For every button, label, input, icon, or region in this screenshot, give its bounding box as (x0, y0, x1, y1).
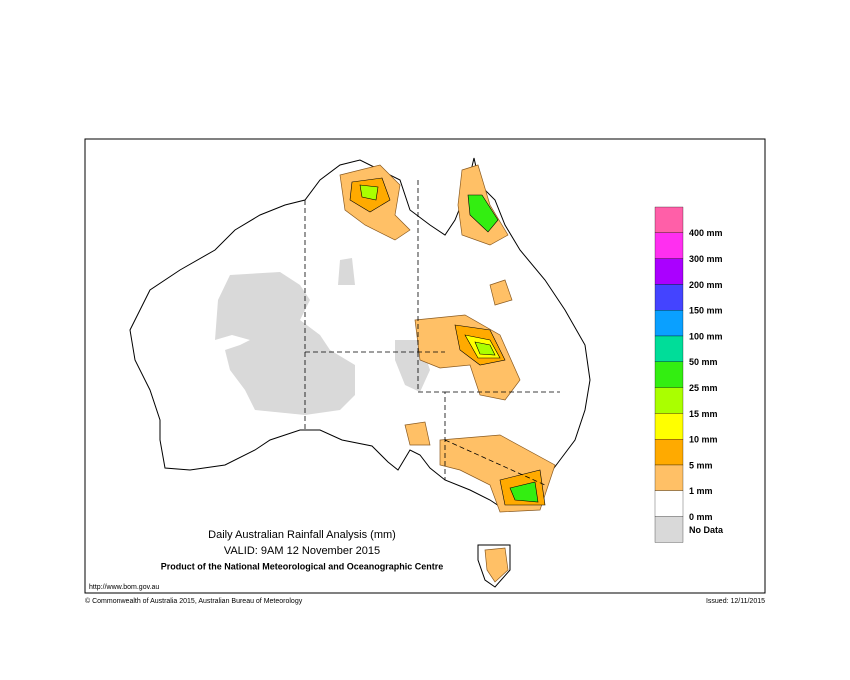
legend-swatch (654, 464, 684, 491)
rain-cape-york-25 (467, 194, 499, 233)
legend-label: 100 mm (689, 331, 723, 341)
no-data-nt (338, 258, 355, 285)
copyright: © Commonwealth of Australia 2015, Austra… (85, 597, 303, 605)
legend-label: 1 mm (689, 486, 713, 496)
mainland (129, 157, 591, 511)
legend-swatch (654, 258, 684, 285)
rain-tas (484, 547, 509, 583)
url: http://www.bom.gov.au (89, 584, 159, 591)
valid-time: VALID: 9AM 12 November 2015 (224, 545, 380, 557)
legend-swatch (654, 387, 684, 414)
issued: Issued: 12/11/2015 (706, 598, 765, 605)
rain-top-end-15 (359, 184, 379, 201)
rain-qld-small (489, 279, 513, 306)
legend-label: 25 mm (689, 383, 718, 393)
legend-swatch (654, 516, 684, 543)
legend-label: 5 mm (689, 460, 713, 470)
legend-label: 300 mm (689, 254, 723, 264)
legend-label: 10 mm (689, 435, 718, 445)
legend-label: No Data (689, 525, 724, 535)
rain-central (414, 314, 521, 401)
map-title: Daily Australian Rainfall Analysis (mm) (208, 529, 396, 541)
legend: 400 mm 300 mm 200 mm 150 mm 100 mm 50 mm 25 mm… (654, 206, 724, 543)
legend-swatch (654, 361, 684, 388)
legend-swatch (654, 232, 684, 259)
rain-sa (404, 421, 431, 446)
legend-swatch (654, 284, 684, 311)
legend-label: 50 mm (689, 357, 718, 367)
producer: Product of the National Meteorological a… (161, 561, 444, 571)
legend-swatch (654, 413, 684, 440)
legend-label: 15 mm (689, 409, 718, 419)
legend-swatch (654, 490, 684, 517)
legend-label: 150 mm (689, 306, 723, 316)
legend-label: 0 mm (689, 512, 713, 522)
legend-swatch (654, 310, 684, 337)
legend-swatch (654, 439, 684, 466)
rain-se-25 (509, 481, 539, 503)
no-data-wa (215, 272, 355, 415)
rain-central-15 (474, 341, 496, 356)
state-borders (304, 180, 560, 486)
legend-swatch (654, 206, 684, 233)
legend-label: 200 mm (689, 280, 723, 290)
legend-swatch (654, 335, 684, 362)
australia-map (129, 157, 591, 588)
legend-label: 400 mm (689, 228, 723, 238)
